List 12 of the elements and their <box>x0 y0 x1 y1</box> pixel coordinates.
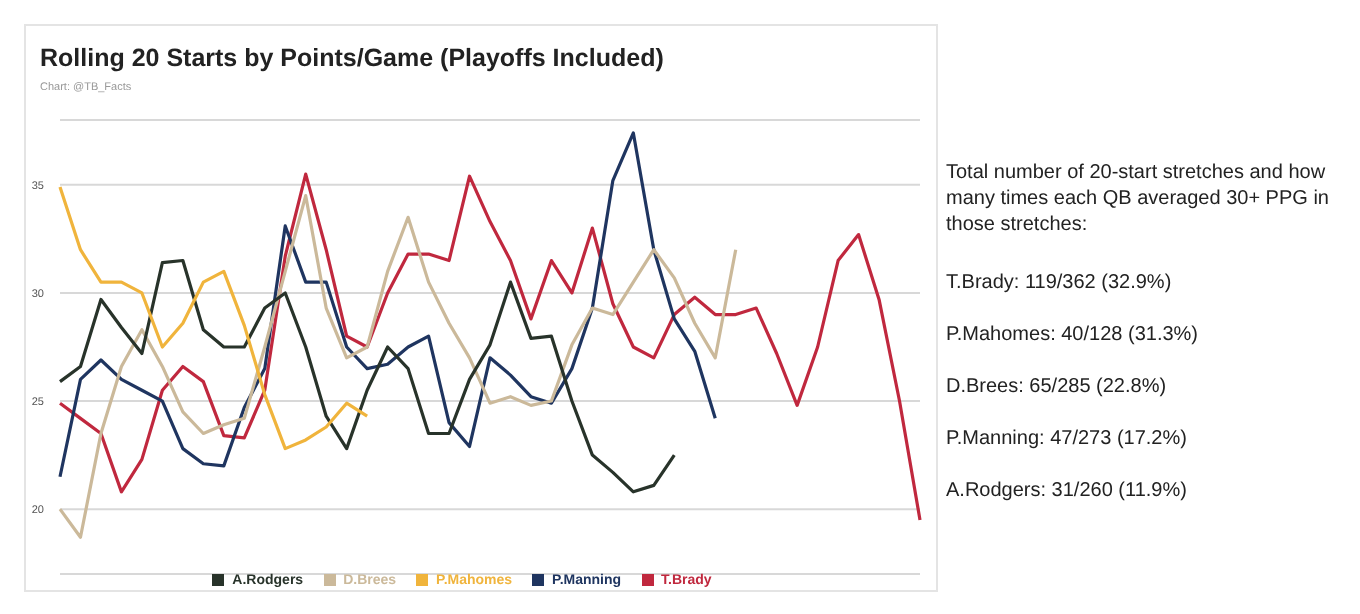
text: T.Brady: 119/362 (32.9%) <box>946 270 1174 296</box>
line-series <box>58 194 738 539</box>
text: Total number of 20-start stretches and how many times each QB averaged 30+ PPG in those stretches: <box>946 160 1331 238</box>
text: A.Rodgers: 31/260 (11.9%) <box>946 478 1189 504</box>
text: P.Manning: 47/273 (17.2%) <box>946 426 1189 452</box>
text: D.Brees: 65/285 (22.8%) <box>946 374 1169 400</box>
chart-title: Rolling 20 Starts by Points/Game (Playoffs Included) <box>40 44 664 72</box>
line-series <box>58 258 676 494</box>
text: P.Mahomes: 40/128 (31.3%) <box>946 322 1201 348</box>
line-series <box>58 131 717 479</box>
line-series <box>58 185 369 451</box>
line-series <box>58 172 922 522</box>
